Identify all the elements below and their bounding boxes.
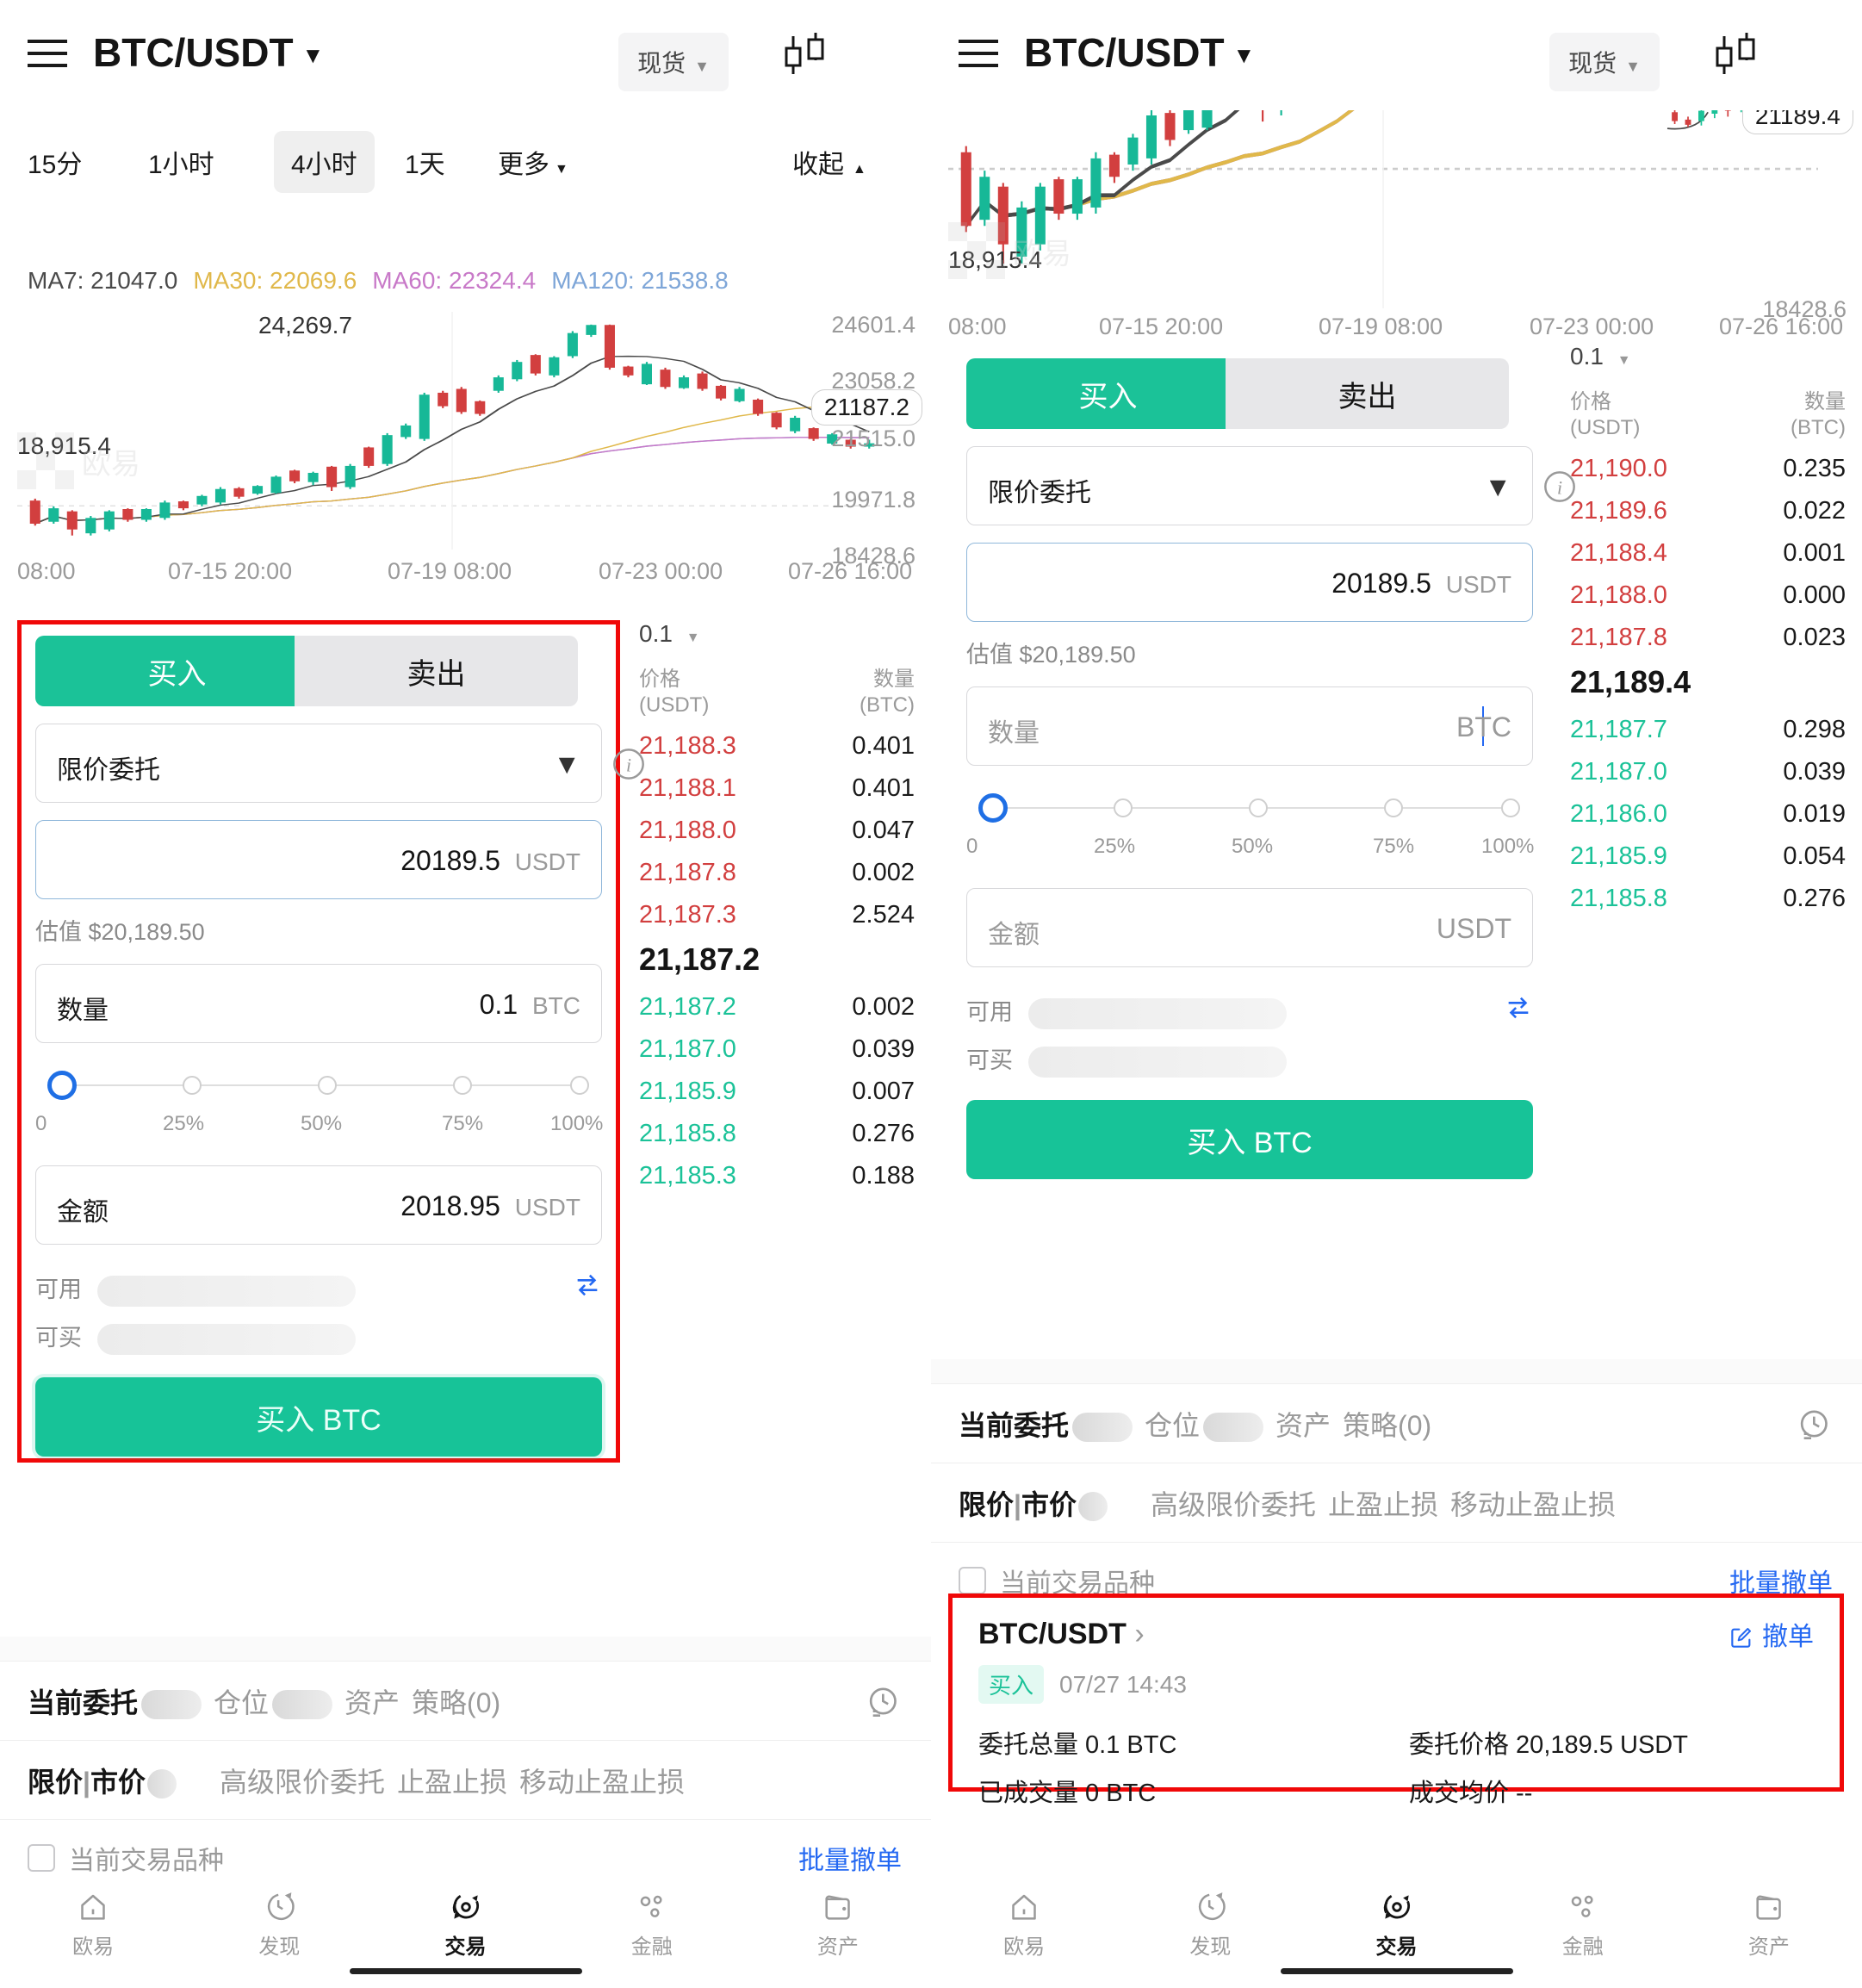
svg-text:欧易: 欧易 xyxy=(1013,238,1069,270)
svg-text:i: i xyxy=(626,755,631,775)
svg-text:i: i xyxy=(1557,477,1562,498)
svg-text:欧易: 欧易 xyxy=(82,448,138,481)
